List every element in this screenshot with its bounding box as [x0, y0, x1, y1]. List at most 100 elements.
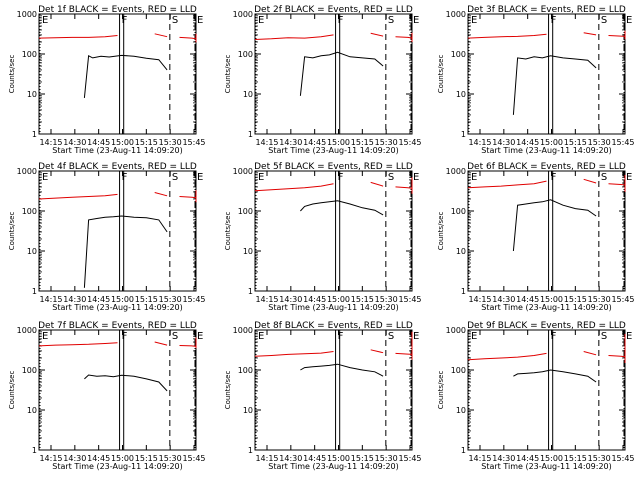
detector-panel-5: Det 5f BLACK = Events, RED = LLD 1 10 100 10…: [224, 162, 422, 312]
panel-title: Det 5f BLACK = Events, RED = LLD: [254, 162, 413, 172]
lld-series-line: [467, 352, 547, 361]
marker-label: E: [413, 15, 419, 26]
y-tick-label: 1000: [446, 167, 466, 176]
events-series-line: [83, 215, 168, 288]
plot-frame: [467, 13, 626, 135]
x-tick-label: 15:00: [111, 454, 134, 463]
y-tick-label: 100: [451, 366, 466, 375]
marker-label: F: [122, 331, 128, 342]
x-tick-label: 15:00: [540, 454, 563, 463]
y-tick-label: 10: [456, 90, 466, 99]
marker-label: E: [197, 172, 203, 183]
events-series-line: [512, 199, 597, 252]
x-tick-label: 15:15: [351, 295, 374, 304]
x-tick-label: 15:45: [398, 454, 421, 463]
x-axis-label: Start Time (23-Aug-11 14:09:20): [268, 462, 399, 471]
marker-label: S: [388, 172, 394, 183]
detector-panel-1: Det 1f BLACK = Events, RED = LLD 1 10 100 10…: [8, 5, 206, 155]
panel-title: Det 1f BLACK = Events, RED = LLD: [38, 5, 197, 15]
x-tick-label: 15:30: [159, 295, 182, 304]
x-tick-label: 15:45: [611, 295, 634, 304]
lld-series-line: [395, 352, 413, 355]
detector-panel-2: Det 2f BLACK = Events, RED = LLD 1 10 100 10…: [224, 5, 422, 155]
marker-label: F: [338, 331, 344, 342]
x-tick-label: 15:00: [540, 138, 563, 147]
marker-label: F: [551, 172, 557, 183]
x-tick-label: 15:15: [135, 295, 158, 304]
y-tick-label: 1000: [233, 167, 253, 176]
marker-label: E: [197, 331, 203, 342]
marker-label: F: [338, 15, 344, 26]
marker-label: E: [626, 331, 632, 342]
marker-label: E: [42, 172, 48, 183]
y-tick-label: 100: [238, 50, 253, 59]
y-axis-label: Counts/sec: [224, 212, 232, 251]
x-axis-label: Start Time (23-Aug-11 14:09:20): [268, 303, 399, 312]
lld-series-line: [154, 33, 168, 38]
panel-title: Det 8f BLACK = Events, RED = LLD: [254, 321, 413, 331]
x-tick-label: 15:30: [588, 138, 611, 147]
lld-series-line: [370, 349, 384, 354]
y-tick-label: 1: [248, 130, 253, 139]
x-tick-label: 14:15: [255, 295, 278, 304]
lld-series-line: [38, 35, 118, 39]
lld-series-line: [154, 192, 168, 197]
y-tick-label: 10: [456, 247, 466, 256]
x-tick-label: 14:15: [468, 454, 491, 463]
y-tick-label: 1: [461, 130, 466, 139]
x-tick-label: 14:30: [279, 295, 302, 304]
x-tick-label: 15:00: [327, 138, 350, 147]
marker-label: F: [122, 172, 128, 183]
plot-frame: [467, 329, 626, 451]
y-tick-label: 100: [238, 366, 253, 375]
marker-label: S: [601, 331, 607, 342]
y-tick-label: 100: [22, 50, 37, 59]
x-axis-label: Start Time (23-Aug-11 14:09:20): [52, 146, 183, 155]
y-tick-label: 1000: [446, 10, 466, 19]
x-tick-label: 14:30: [279, 454, 302, 463]
lld-series-line: [370, 32, 384, 37]
panel-title: Det 7f BLACK = Events, RED = LLD: [38, 321, 197, 331]
lld-series-line: [583, 32, 597, 36]
lld-series-line: [608, 183, 626, 186]
x-axis-label: Start Time (23-Aug-11 14:09:20): [481, 462, 612, 471]
x-tick-label: 14:15: [255, 454, 278, 463]
marker-label: F: [122, 15, 128, 26]
x-tick-label: 15:00: [111, 138, 134, 147]
y-tick-label: 10: [243, 247, 253, 256]
events-series-line: [299, 51, 384, 96]
plot-frame: [38, 13, 197, 135]
x-tick-label: 14:45: [303, 454, 326, 463]
detector-panel-7: Det 7f BLACK = Events, RED = LLD 1 10 100 10…: [8, 321, 206, 471]
x-tick-label: 14:30: [492, 138, 515, 147]
marker-label: S: [601, 15, 607, 26]
y-tick-label: 1000: [233, 326, 253, 335]
x-tick-label: 15:45: [182, 454, 205, 463]
lld-series-line: [254, 34, 334, 40]
x-tick-label: 15:15: [135, 138, 158, 147]
x-tick-label: 14:15: [255, 138, 278, 147]
y-tick-label: 1000: [17, 326, 37, 335]
plot-frame: [38, 170, 197, 292]
x-tick-label: 14:15: [468, 138, 491, 147]
x-tick-label: 15:30: [159, 454, 182, 463]
marker-label: F: [551, 15, 557, 26]
x-tick-label: 14:30: [279, 138, 302, 147]
x-tick-label: 15:30: [588, 454, 611, 463]
x-tick-label: 15:30: [588, 295, 611, 304]
marker-label: E: [471, 172, 477, 183]
lld-series-line: [467, 180, 547, 189]
y-tick-label: 10: [27, 406, 37, 415]
panel-title: Det 9f BLACK = Events, RED = LLD: [467, 321, 626, 331]
x-tick-label: 15:15: [351, 138, 374, 147]
x-tick-label: 14:15: [39, 138, 62, 147]
detector-panel-9: Det 9f BLACK = Events, RED = LLD 1 10 100 10…: [437, 321, 635, 471]
x-tick-label: 14:45: [516, 138, 539, 147]
x-tick-label: 14:45: [87, 295, 110, 304]
lld-series-line: [370, 181, 384, 187]
lld-series-line: [38, 342, 118, 347]
y-tick-label: 1000: [17, 167, 37, 176]
lld-series-line: [583, 351, 597, 356]
x-tick-label: 14:15: [468, 295, 491, 304]
